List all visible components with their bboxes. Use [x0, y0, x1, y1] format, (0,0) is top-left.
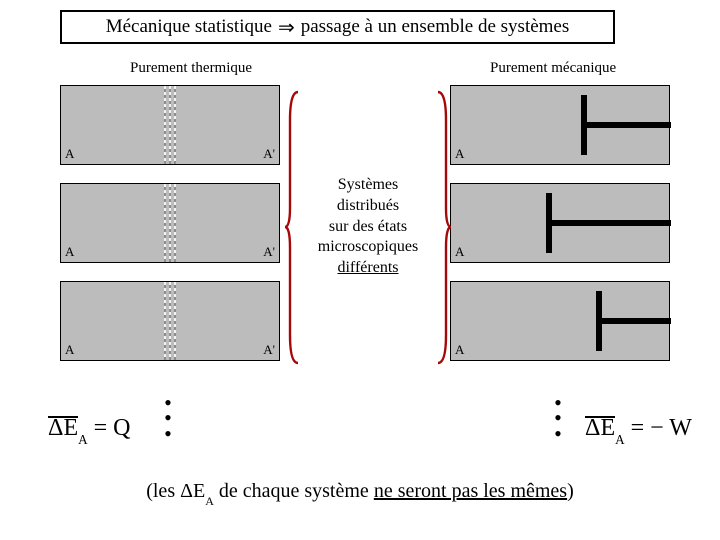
label-A: A — [65, 146, 74, 162]
piston-rod-1 — [586, 122, 671, 128]
bottom-und: ne seront pas les mêmes — [374, 480, 567, 502]
vdots-right: ••• — [550, 395, 566, 441]
title-rhs: passage à un ensemble de systèmes — [301, 16, 570, 38]
eqn-r-rhs: = − W — [625, 415, 692, 441]
center-caption: Systèmes distribués sur des états micros… — [303, 175, 433, 279]
eqn-l-rhs: = Q — [88, 415, 131, 441]
bracket-left — [284, 90, 304, 365]
mech-box-3: A — [450, 281, 670, 361]
eqn-l-E: E — [63, 415, 78, 441]
thermal-wall-3 — [164, 282, 176, 360]
bottom-close: ) — [567, 480, 574, 502]
mech-box-1: A — [450, 85, 670, 165]
eqn-r-delta: Δ — [585, 415, 600, 441]
center-l3: sur des états — [329, 218, 407, 235]
title-box: Mécanique statistique ⇒ passage à un ens… — [60, 10, 615, 44]
label-Aprime: A' — [263, 146, 275, 162]
center-l4: microscopiques — [318, 238, 418, 255]
bottom-delta: ΔE — [180, 480, 205, 502]
eqn-r-sub: A — [615, 432, 625, 447]
title-arrow: ⇒ — [278, 15, 295, 40]
mechanical-column: A A A — [450, 85, 670, 379]
mech-box-2: A — [450, 183, 670, 263]
thermal-column: A A' A A' A A' — [60, 85, 280, 379]
bottom-caption: (les ΔEA de chaque système ne seront pas… — [0, 480, 720, 506]
bottom-mid: de chaque système — [214, 480, 374, 502]
bottom-sub: A — [205, 494, 214, 508]
label-A: A — [455, 342, 464, 358]
title-lhs: Mécanique statistique — [106, 16, 272, 38]
piston-rod-3 — [601, 318, 671, 324]
label-Aprime: A' — [263, 244, 275, 260]
center-l1: Systèmes — [338, 176, 398, 193]
label-A: A — [455, 146, 464, 162]
center-l5: différents — [337, 259, 398, 276]
bracket-right — [432, 90, 452, 365]
center-l2: distribués — [337, 197, 399, 214]
thermal-box-1: A A' — [60, 85, 280, 165]
thermal-box-2: A A' — [60, 183, 280, 263]
header-mecanique: Purement mécanique — [490, 60, 616, 77]
piston-rod-2 — [551, 220, 671, 226]
thermal-wall-2 — [164, 184, 176, 262]
thermal-wall-1 — [164, 86, 176, 164]
equation-left: ΔE A = Q — [48, 415, 131, 445]
equation-right: ΔE A = − W — [585, 415, 692, 445]
eqn-r-E: E — [600, 415, 615, 441]
thermal-box-3: A A' — [60, 281, 280, 361]
bottom-open: (les — [146, 480, 180, 502]
label-A: A — [65, 342, 74, 358]
eqn-l-sub: A — [78, 432, 88, 447]
eqn-l-delta: Δ — [48, 415, 63, 441]
label-A: A — [65, 244, 74, 260]
label-Aprime: A' — [263, 342, 275, 358]
vdots-left: ••• — [160, 395, 176, 441]
header-thermique: Purement thermique — [130, 60, 252, 77]
label-A: A — [455, 244, 464, 260]
